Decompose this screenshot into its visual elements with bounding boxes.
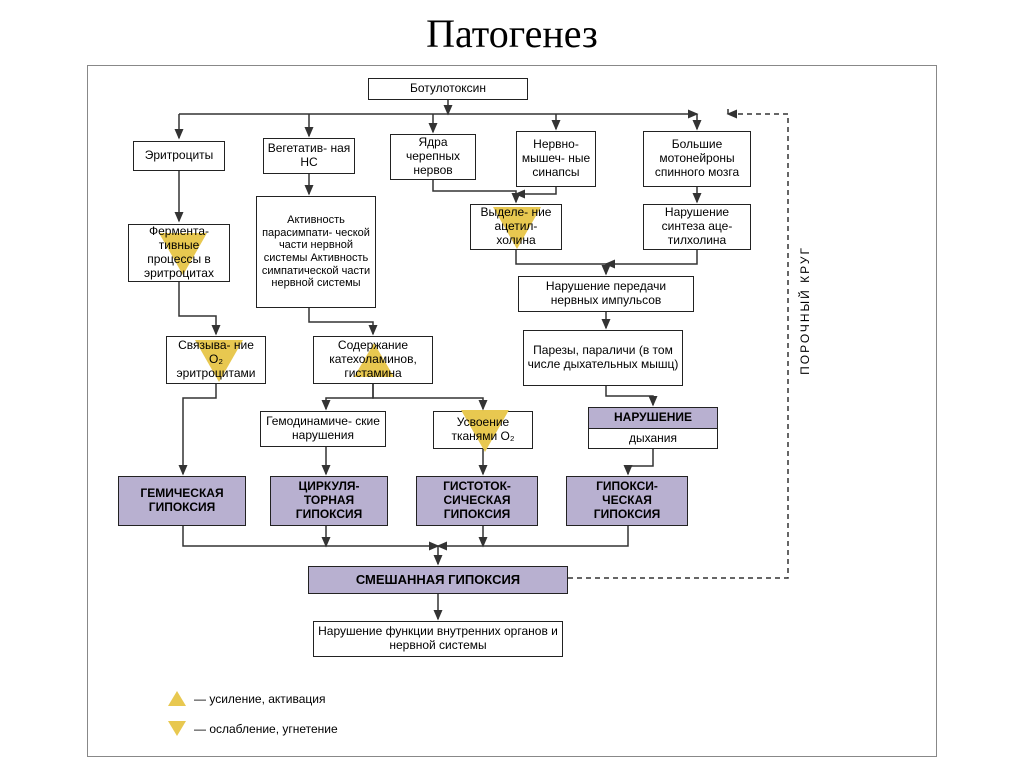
vicious-circle-label: ПОРОЧНЫЙ КРУГ — [798, 246, 812, 375]
node-hemodynamic: Гемодинамиче- ские нарушения — [260, 411, 386, 447]
node-tissue-o2: Усвоение тканями O₂ — [433, 411, 533, 449]
node-histotoxic-hypoxia: ГИСТОТОК- СИЧЕСКАЯ ГИПОКСИЯ — [416, 476, 538, 526]
node-circulatory-hypoxia: ЦИРКУЛЯ- ТОРНАЯ ГИПОКСИЯ — [270, 476, 388, 526]
node-hypoxic-hypoxia: ГИПОКСИ- ЧЕСКАЯ ГИПОКСИЯ — [566, 476, 688, 526]
node-erythrocytes: Эритроциты — [133, 141, 225, 171]
flowchart: Ботулотоксин Эритроциты Вегетатив- ная Н… — [87, 65, 937, 757]
legend-suppression: — ослабление, угнетение — [168, 721, 338, 736]
node-ach-synthesis: Нарушение синтеза аце- тилхолина — [643, 204, 751, 250]
node-cranial-nuclei: Ядра черепных нервов — [390, 134, 476, 180]
node-ach-release: Выделе- ние ацетил- холина — [470, 204, 562, 250]
node-ferment-processes: Фермента- тивные процессы в эритроцитах — [128, 224, 230, 282]
node-mixed-hypoxia: СМЕШАННАЯ ГИПОКСИЯ — [308, 566, 568, 594]
node-breathing-disruption-sub: дыхания — [588, 429, 718, 449]
node-autonomic-activity: Активность парасимпати- ческой части нер… — [256, 196, 376, 308]
node-paresis: Парезы, параличи (в том числе дыхательны… — [523, 330, 683, 386]
triangle-up-icon — [168, 691, 186, 706]
node-nm-synapses: Нервно- мышеч- ные синапсы — [516, 131, 596, 187]
node-motoneurons: Большие мотонейроны спинного мозга — [643, 131, 751, 187]
legend-activation: — усиление, активация — [168, 691, 326, 706]
page-title: Патогенез — [0, 10, 1024, 57]
node-impulse-disruption: Нарушение передачи нервных импульсов — [518, 276, 694, 312]
node-vegetative-ns: Вегетатив- ная НС — [263, 138, 355, 174]
node-o2-binding: Связыва- ние O₂ эритроцитами — [166, 336, 266, 384]
node-botulotoxin: Ботулотоксин — [368, 78, 528, 100]
node-catecholamines: Содержание катехоламинов, гистамина — [313, 336, 433, 384]
node-breathing-disruption-title: НАРУШЕНИЕ — [588, 407, 718, 429]
node-hemic-hypoxia: ГЕМИЧЕСКАЯ ГИПОКСИЯ — [118, 476, 246, 526]
node-organ-dysfunction: Нарушение функции внутренних органов и н… — [313, 621, 563, 657]
triangle-down-icon — [168, 721, 186, 736]
